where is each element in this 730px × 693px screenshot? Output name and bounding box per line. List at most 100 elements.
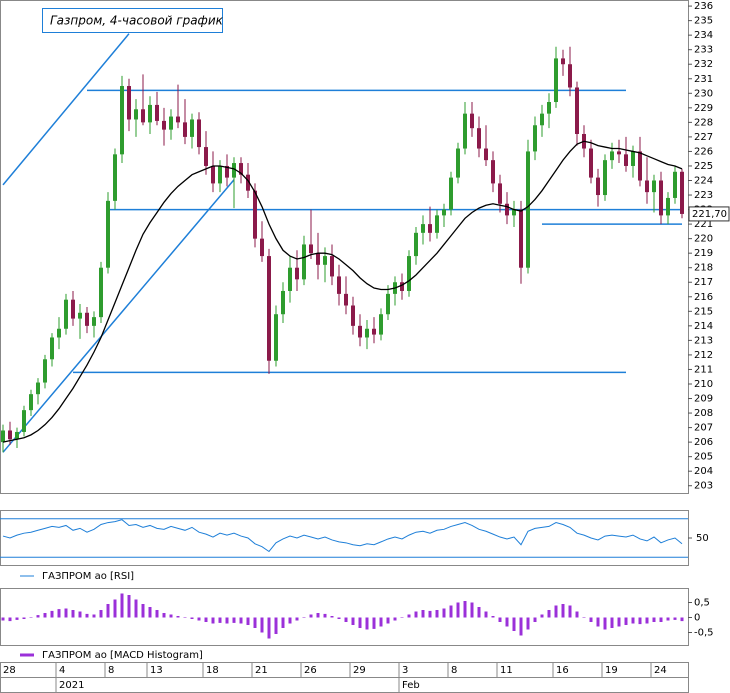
y-tick-label: 218 xyxy=(694,263,713,274)
macd-bar xyxy=(197,617,201,621)
macd-bar xyxy=(379,617,383,627)
macd-bar xyxy=(85,613,89,618)
candle-body xyxy=(673,171,677,198)
y-tick-label: 205 xyxy=(694,452,713,463)
macd-bar xyxy=(666,617,670,621)
candle-body xyxy=(666,197,670,216)
macd-bar xyxy=(43,613,47,618)
macd-bar xyxy=(477,607,481,618)
y-tick-label: 227 xyxy=(694,132,713,143)
macd-bar xyxy=(498,617,502,622)
candle-body xyxy=(183,122,187,137)
macd-bar xyxy=(470,602,474,618)
macd-bar xyxy=(190,617,194,619)
macd-bar xyxy=(15,617,19,620)
date-label: 11 xyxy=(500,665,513,676)
y-tick-label: 212 xyxy=(694,350,713,361)
y-tick-label: 207 xyxy=(694,423,713,434)
date-label: 29 xyxy=(353,665,366,676)
macd-tick-label: 0,5 xyxy=(694,598,710,609)
candle-body xyxy=(22,410,26,432)
macd-bar xyxy=(372,617,376,629)
date-label: 8 xyxy=(108,665,114,676)
macd-bar xyxy=(281,617,285,628)
macd-bar xyxy=(519,617,523,636)
macd-bar xyxy=(113,599,117,618)
date-label: 13 xyxy=(150,665,163,676)
y-tick-label: 221 xyxy=(694,219,713,230)
candle-body xyxy=(134,109,138,120)
candle-body xyxy=(659,180,663,216)
macd-bar xyxy=(267,617,271,639)
macd-bar xyxy=(57,609,61,618)
candle-body xyxy=(36,382,40,395)
candle-body xyxy=(456,148,460,178)
candle-body xyxy=(57,328,61,338)
macd-bar xyxy=(505,617,509,627)
candle-body xyxy=(617,151,621,155)
macd-bar xyxy=(337,617,341,619)
y-tick-label: 232 xyxy=(694,59,713,70)
macd-bar xyxy=(463,601,467,618)
candle-body xyxy=(372,328,376,335)
date-label: 8 xyxy=(451,665,457,676)
candle-body xyxy=(85,312,89,326)
macd-bar xyxy=(225,617,229,624)
candle-body xyxy=(512,209,516,216)
candle-body xyxy=(120,86,124,155)
macd-bar xyxy=(295,617,299,621)
candle-body xyxy=(169,116,173,130)
candle-body xyxy=(477,128,481,149)
title-box xyxy=(42,8,223,33)
y-tick-label: 216 xyxy=(694,292,713,303)
macd-bar xyxy=(316,613,320,618)
macd-bar xyxy=(631,617,635,624)
candle-body xyxy=(596,177,600,196)
macd-bar xyxy=(414,611,418,618)
candle-body xyxy=(253,190,257,239)
candle-body xyxy=(638,151,642,181)
date-label: 19 xyxy=(605,665,618,676)
candle-body xyxy=(547,102,551,114)
candle-body xyxy=(225,165,229,178)
candle-body xyxy=(449,177,453,210)
macd-bar xyxy=(141,604,145,618)
macd-bar xyxy=(134,599,138,618)
candle-body xyxy=(190,119,194,137)
candle-body xyxy=(652,180,656,193)
price-panel xyxy=(0,0,689,494)
candle-body xyxy=(358,325,362,338)
date-label: 28 xyxy=(3,665,16,676)
candle-body xyxy=(442,209,446,216)
macd-bar xyxy=(659,617,663,622)
candle-body xyxy=(106,200,110,268)
candle-body xyxy=(407,256,411,291)
candle-body xyxy=(239,163,243,175)
macd-bar xyxy=(309,614,313,618)
macd-bar xyxy=(218,617,222,623)
candle-body xyxy=(211,165,215,184)
macd-legend: ГАЗПРОМ ао [MACD Histogram] xyxy=(42,650,203,661)
macd-bar xyxy=(421,610,425,618)
y-tick-label: 210 xyxy=(694,379,713,390)
macd-bar xyxy=(456,602,460,618)
macd-bar xyxy=(589,617,593,622)
macd-bar xyxy=(680,617,684,622)
y-tick-label: 206 xyxy=(694,437,713,448)
candle-body xyxy=(400,282,404,291)
candle-body xyxy=(260,238,264,257)
date-label: 18 xyxy=(206,665,219,676)
macd-bar xyxy=(288,617,292,624)
y-tick-label: 224 xyxy=(694,176,713,187)
y-tick-label: 215 xyxy=(694,306,713,317)
candle-body xyxy=(554,58,558,103)
macd-bar xyxy=(568,605,572,618)
last-price-box xyxy=(688,206,730,222)
macd-bar xyxy=(645,617,649,624)
y-tick-label: 219 xyxy=(694,248,713,259)
macd-bar xyxy=(358,617,362,628)
candle-body xyxy=(645,180,649,193)
candle-body xyxy=(29,394,33,411)
candle-body xyxy=(323,256,327,265)
